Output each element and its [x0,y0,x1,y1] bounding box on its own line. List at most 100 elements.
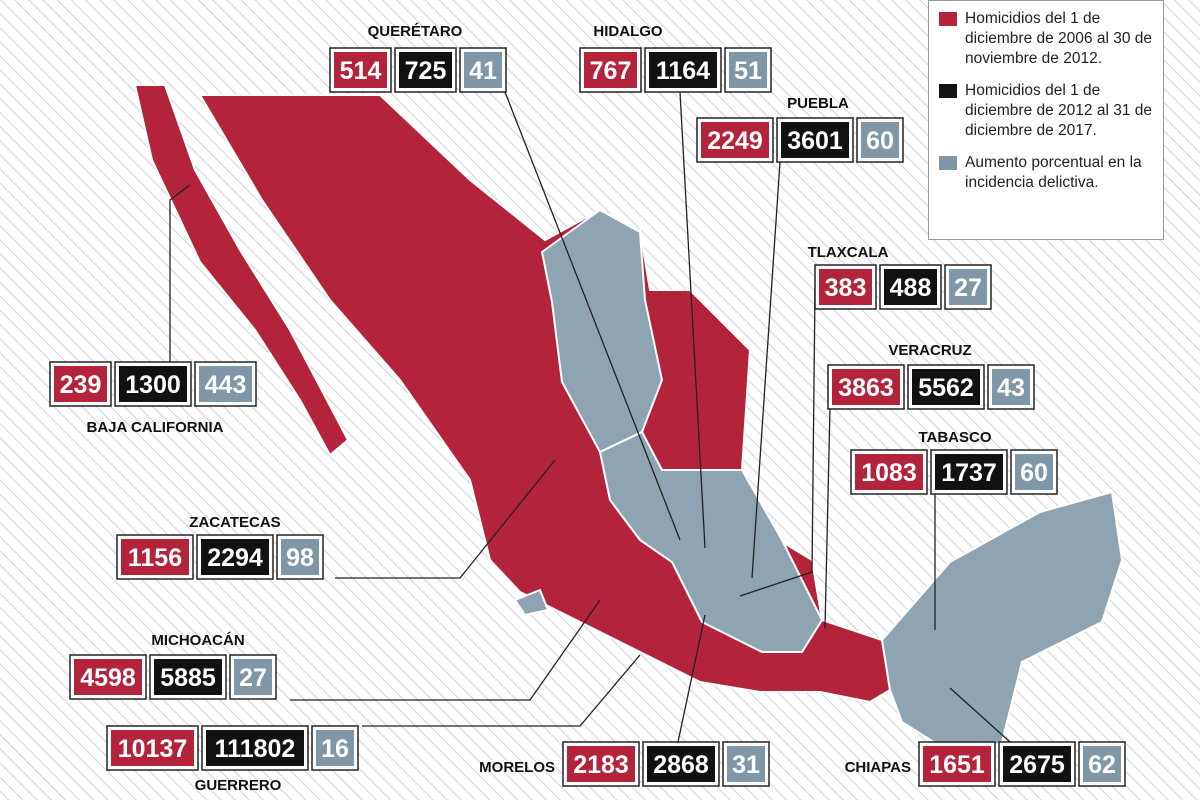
state-name: CHIAPAS [845,759,911,776]
southeast [880,490,1124,762]
value-box [74,659,142,695]
leader [824,407,831,629]
value-text: 443 [205,371,247,399]
colima [513,588,550,617]
value-text: 43 [997,374,1025,402]
leader-lines [169,91,1011,743]
value-text: 31 [732,751,760,779]
value-box [567,746,635,782]
value-text: 1651 [929,751,985,779]
value-box [855,454,923,490]
value-box [199,366,252,402]
value-box [935,454,1003,490]
leader [362,654,641,727]
value-text: 4598 [80,664,136,692]
value-text: 111802 [215,735,296,763]
mexico [133,84,1124,762]
state-name: MICHOACÁN [151,632,244,649]
leader [739,287,816,597]
value-box [884,269,937,305]
value-text: 2868 [653,751,709,779]
legend-swatch [939,84,957,98]
value-text: 514 [340,57,382,85]
value-box [781,122,849,158]
leader [504,91,681,541]
value-text: 725 [405,57,447,85]
value-text: 767 [590,57,632,85]
leader [949,687,1011,743]
value-box [923,746,991,782]
value-box [649,52,717,88]
value-text: 1737 [941,459,997,487]
northeast [540,208,664,454]
value-text: 1164 [656,57,710,85]
value-box [832,369,900,405]
value-text: 98 [286,544,314,572]
state-name: BAJA CALIFORNIA [87,419,224,436]
value-box [727,746,765,782]
value-box [399,52,452,88]
legend-item: Aumento porcentual en la incidencia deli… [939,153,1153,193]
baja-peninsula [133,84,350,457]
value-box [121,539,189,575]
value-text: 2249 [707,127,763,155]
value-box [729,52,767,88]
value-box [111,730,194,766]
value-text: 60 [1020,459,1048,487]
leader [677,614,706,743]
value-box [281,539,319,575]
value-text: 2183 [573,751,629,779]
value-text: 60 [866,127,894,155]
center [598,430,824,653]
value-box [154,659,222,695]
leader [679,91,706,549]
value-text: 1083 [861,459,917,487]
value-box [234,659,272,695]
legend-text: Homicidios del 1 de diciembre de 2012 al… [965,82,1152,139]
value-text: 488 [890,274,932,302]
value-text: 41 [469,57,497,85]
value-box [992,369,1030,405]
state-name: VERACRUZ [888,342,971,359]
value-text: 27 [954,274,982,302]
value-text: 1300 [125,371,181,399]
value-box [119,366,187,402]
value-text: 3601 [787,127,843,155]
legend-text: Aumento porcentual en la incidencia deli… [965,154,1142,191]
value-box [334,52,387,88]
value-box [54,366,107,402]
value-box [647,746,715,782]
value-text: 3863 [838,374,894,402]
legend-text: Homicidios del 1 de diciembre de 2006 al… [965,10,1152,67]
value-text: 383 [825,274,867,302]
legend-item: Homicidios del 1 de diciembre de 2012 al… [939,81,1153,141]
leader [169,184,191,362]
value-box [1003,746,1071,782]
value-text: 5885 [160,664,216,692]
value-box [912,369,980,405]
leader [335,459,556,579]
value-box [701,122,769,158]
value-box [861,122,899,158]
value-text: 5562 [918,374,974,402]
value-box [949,269,987,305]
value-box [201,539,269,575]
state-name: PUEBLA [787,95,849,112]
leader [751,161,781,579]
state-labels: QUERÉTARO 514 725 41 HIDALGO 767 1164 51 PUEBLA 2… [49,23,1126,794]
state-name: ZACATECAS [189,514,280,531]
legend-swatch [939,12,957,26]
value-text: 2675 [1009,751,1065,779]
state-name: TLAXCALA [808,244,889,261]
value-text: 62 [1088,751,1116,779]
legend-item: Homicidios del 1 de diciembre de 2006 al… [939,9,1153,69]
value-text: 1156 [128,544,182,572]
state-name: TABASCO [918,429,991,446]
value-box [464,52,502,88]
legend-swatch [939,156,957,170]
value-box [1083,746,1121,782]
state-name: QUERÉTARO [368,23,463,40]
value-text: 239 [60,371,102,399]
state-name: HIDALGO [593,23,662,40]
